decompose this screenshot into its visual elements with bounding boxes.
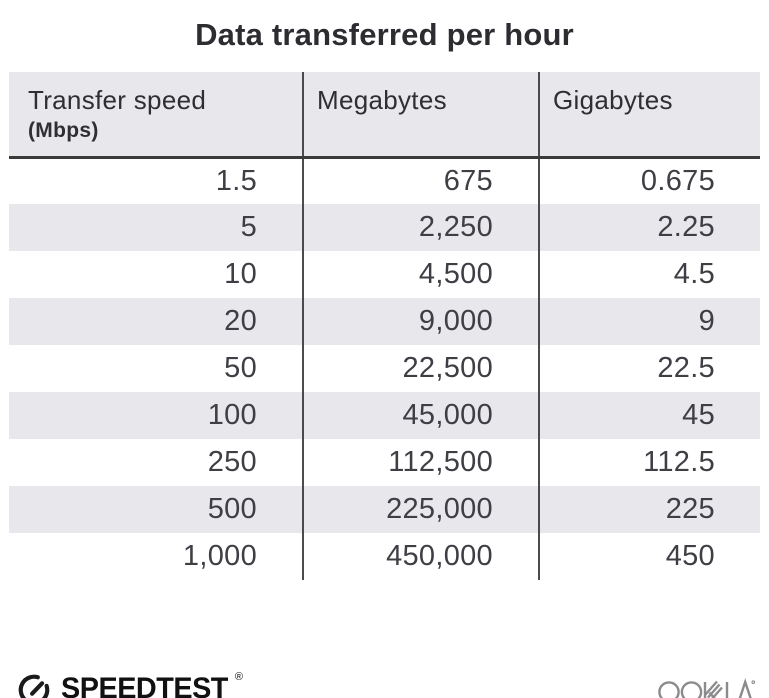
table-header: Transfer speed (Mbps) Megabytes Gigabyte… — [9, 72, 760, 159]
table-cell: 112,500 — [302, 439, 539, 486]
table-cell: 225 — [538, 486, 760, 533]
table-row: 500 225,000 225 — [9, 486, 760, 533]
ookla-letter-k — [703, 680, 723, 698]
col-header-sublabel: (Mbps) — [28, 119, 99, 142]
table-cell: 4.5 — [538, 251, 760, 298]
col-header-transfer-speed: Transfer speed (Mbps) — [9, 72, 303, 159]
table-body: 1.5 675 0.675 5 2,250 2.25 10 4,500 4.5 20 9,000 9 5… — [9, 157, 760, 580]
table-row: 1.5 675 0.675 — [9, 157, 760, 204]
table-cell: 2.25 — [538, 204, 760, 251]
table-cell: 4,500 — [302, 251, 539, 298]
table-row: 20 9,000 9 — [9, 298, 760, 345]
ookla-letter-o1 — [658, 681, 680, 698]
table-cell: 112.5 — [538, 439, 760, 486]
speedtest-logo: SPEEDTEST ® — [16, 670, 243, 698]
table-row: 250 112,500 112.5 — [9, 439, 760, 486]
table-cell: 9 — [538, 298, 760, 345]
table-cell: 500 — [207, 493, 257, 525]
table-cell: 675 — [302, 157, 539, 204]
registered-trademark-icon: ® — [234, 671, 243, 683]
table-cell: 22,500 — [302, 345, 539, 392]
table-cell: 45,000 — [302, 392, 539, 439]
col-header-label: Gigabytes — [553, 85, 673, 115]
header-row: Transfer speed (Mbps) Megabytes Gigabyte… — [9, 72, 760, 159]
table-row: 50 22,500 22.5 — [9, 345, 760, 392]
table-row: 100 45,000 45 — [9, 392, 760, 439]
data-table: Transfer speed (Mbps) Megabytes Gigabyte… — [9, 72, 760, 580]
table-cell: 225,000 — [302, 486, 539, 533]
footer: SPEEDTEST ® — [0, 670, 769, 698]
table-cell: 22.5 — [538, 345, 760, 392]
col-header-label: Megabytes — [317, 85, 447, 115]
table-cell: 250 — [207, 446, 257, 478]
table-cell: 9,000 — [302, 298, 539, 345]
speedtest-gauge-icon — [18, 674, 50, 698]
table-cell: 0.675 — [538, 157, 760, 204]
ookla-trademark-icon — [751, 680, 755, 685]
ookla-logo — [658, 678, 755, 698]
table-cell: 1,000 — [182, 540, 257, 572]
infographic-page: Data transferred per hour Transfer speed… — [0, 16, 769, 698]
table-row: 10 4,500 4.5 — [9, 251, 760, 298]
table-cell: 50 — [224, 352, 257, 384]
table-row: 5 2,250 2.25 — [9, 204, 760, 251]
table-cell: 10 — [224, 258, 257, 290]
table-cell: 45 — [538, 392, 760, 439]
ookla-letter-a — [738, 678, 752, 698]
table-row: 1,000 450,000 450 — [9, 533, 760, 580]
table-cell: 2,250 — [302, 204, 539, 251]
table-cell: 5 — [240, 211, 257, 243]
table-cell: 100 — [207, 399, 257, 431]
ookla-letter-o2 — [680, 681, 703, 698]
col-header-label: Transfer speed — [28, 85, 207, 115]
table-cell: 450,000 — [302, 533, 539, 580]
col-header-gigabytes: Gigabytes — [538, 72, 760, 159]
table-cell: 450 — [538, 533, 760, 580]
table-cell: 20 — [224, 305, 257, 337]
col-header-megabytes: Megabytes — [302, 72, 539, 159]
ookla-letter-l — [725, 682, 729, 698]
speedtest-wordmark: SPEEDTEST — [61, 672, 228, 698]
table-cell: 1.5 — [215, 164, 257, 197]
page-title: Data transferred per hour — [195, 17, 574, 52]
